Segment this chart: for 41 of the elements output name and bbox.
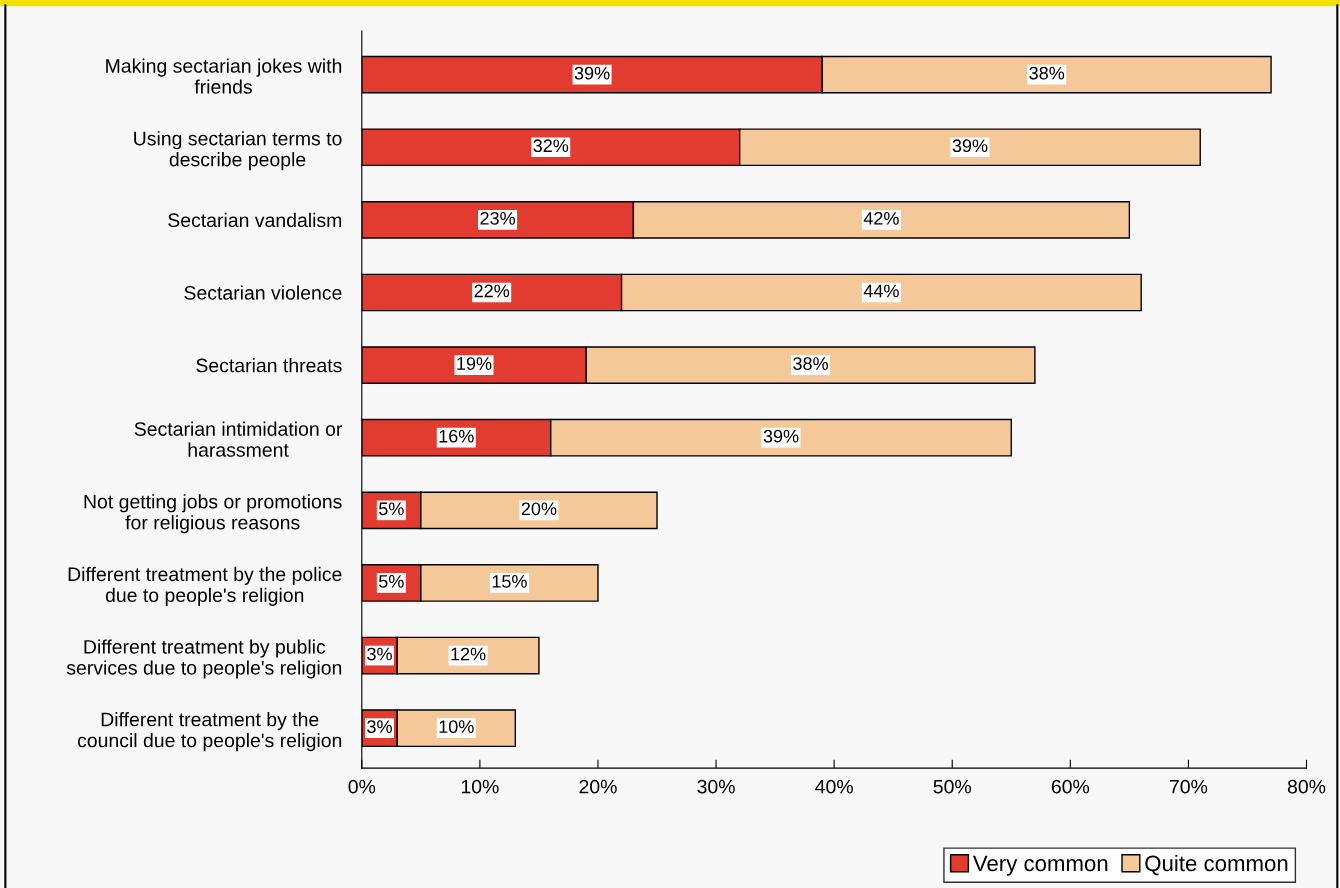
data-label: 15%	[492, 575, 527, 588]
data-label: 12%	[451, 647, 486, 661]
data-label: 5%	[379, 575, 404, 588]
y-tick-label: Sectarian violence	[184, 285, 342, 300]
data-label: 38%	[1029, 66, 1065, 80]
legend-label: Very common	[972, 855, 1108, 876]
legend-label: Quite common	[1145, 854, 1288, 876]
y-tick-label: Sectarian vandalism	[168, 212, 342, 228]
x-tick-label: 70%	[1169, 779, 1208, 794]
y-tick-label: Different treatment by public services due to people's religion	[66, 639, 342, 679]
data-label: 16%	[439, 429, 474, 443]
y-tick-label: Sectarian threats	[196, 358, 342, 373]
data-label: 22%	[474, 284, 510, 298]
data-label: 32%	[533, 139, 569, 153]
x-tick-label: 30%	[697, 779, 735, 794]
data-label: 3%	[367, 647, 392, 661]
x-tick-label: 50%	[933, 779, 972, 794]
y-tick-label: Sectarian intimidation or harassment	[134, 421, 343, 457]
y-tick-label: Not getting jobs or promotions for religious reasons	[84, 494, 342, 534]
x-tick-label: 80%	[1287, 779, 1326, 794]
data-label: 3%	[367, 720, 392, 734]
data-label: 44%	[863, 284, 899, 298]
x-tick-label: 20%	[579, 779, 617, 794]
data-label: 39%	[952, 139, 988, 153]
y-tick-label: Making sectarian jokes with friends	[106, 58, 342, 94]
data-label: 23%	[480, 211, 516, 225]
y-tick-label: Using sectarian terms to describe people	[134, 131, 342, 171]
data-label: 42%	[863, 211, 899, 225]
data-label: 38%	[793, 357, 828, 370]
y-tick-label: Different treatment by the police due to people's religion	[68, 566, 342, 606]
data-label: 10%	[439, 720, 474, 734]
x-tick-label: 60%	[1051, 779, 1090, 794]
y-tick-label: Different treatment by the council due to people's religion	[77, 712, 342, 752]
x-tick-label: 40%	[815, 779, 853, 794]
data-label: 20%	[521, 502, 557, 516]
x-tick-label: 10%	[461, 779, 499, 794]
data-label: 19%	[457, 357, 492, 370]
data-label: 39%	[574, 66, 610, 80]
data-label: 39%	[763, 429, 799, 443]
x-tick-label: 0%	[348, 779, 376, 794]
data-label: 5%	[379, 502, 404, 516]
